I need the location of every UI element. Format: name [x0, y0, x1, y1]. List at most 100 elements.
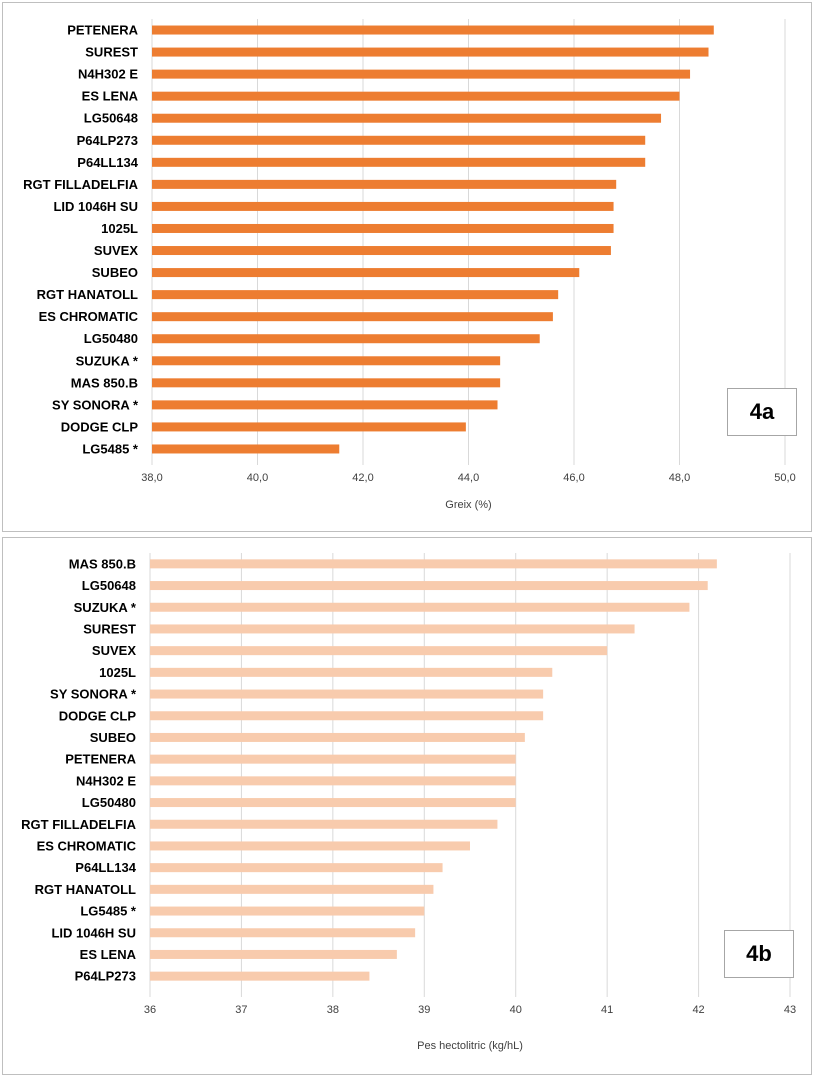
- chart-4b-category-label: SUREST: [83, 621, 136, 636]
- chart-4a-category-label: MAS 850.B: [71, 375, 138, 390]
- chart-4a-category-label: PETENERA: [67, 23, 138, 38]
- chart-4b-bar: [150, 581, 708, 591]
- chart-4b-category-label: RGT HANATOLL: [35, 882, 136, 897]
- chart-4b-category-label: SUZUKA *: [74, 600, 137, 615]
- chart-4b-bar: [150, 819, 498, 829]
- chart-4a-bar: [152, 422, 466, 432]
- chart-4b-bar: [150, 798, 516, 808]
- chart-4a-category-label: LG50648: [84, 111, 138, 126]
- chart-4b-category-label: LG50648: [82, 578, 136, 593]
- chart-4b-category-label: ES LENA: [80, 947, 137, 962]
- chart-4a-category-label: P64LL134: [77, 155, 138, 170]
- chart-4b-bar: [150, 841, 470, 851]
- chart-4a-badge: 4a: [727, 388, 797, 436]
- chart-4a-category-label: N4H302 E: [78, 67, 138, 82]
- chart-4b-x-axis-title: Pes hectolitric (kg/hL): [417, 1040, 523, 1052]
- chart-4a-category-label: SUREST: [85, 45, 138, 60]
- chart-4b-bar: [150, 949, 397, 959]
- chart-4b-bar: [150, 863, 443, 873]
- chart-4a-bar: [152, 91, 680, 101]
- chart-4b-category-label: LG50480: [82, 795, 136, 810]
- chart-4a-bar: [152, 378, 501, 388]
- chart-4a-category-label: RGT HANATOLL: [37, 287, 138, 302]
- chart-4a-category-label: SUBEO: [92, 265, 138, 280]
- chart-4b-bar: [150, 689, 544, 699]
- chart-4b-bar: [150, 624, 635, 634]
- chart-4a-bar: [152, 47, 709, 57]
- chart-panel-4a: PETENERA SUREST N4H302 E ES LENA LG50648 P64L…: [2, 2, 812, 532]
- chart-4b-category-label: P64LL134: [75, 860, 136, 875]
- chart-4b-tick-label: 40: [510, 1004, 522, 1016]
- chart-4b-tick-label: 37: [235, 1004, 247, 1016]
- chart-4b-tick-label: 41: [601, 1004, 613, 1016]
- chart-4b-category-label: SUBEO: [90, 730, 136, 745]
- chart-4b-category-label: LG5485 *: [80, 904, 137, 919]
- chart-4a-category-label: RGT FILLADELFIA: [23, 177, 138, 192]
- chart-4a-category-label: LG5485 *: [82, 441, 139, 456]
- chart-4b-category-label: MAS 850.B: [69, 556, 136, 571]
- chart-4a-bar: [152, 246, 611, 256]
- chart-4b-category-label: RGT FILLADELFIA: [21, 817, 136, 832]
- chart-4b-category-label: SUVEX: [92, 643, 136, 658]
- chart-4a-tick-label: 42,0: [352, 472, 373, 484]
- chart-4b-bar: [150, 971, 370, 981]
- chart-4b-bar: [150, 754, 516, 764]
- chart-4b-category-label: PETENERA: [65, 752, 136, 767]
- chart-4a-bar: [152, 113, 662, 123]
- chart-4a-category-label: SY SONORA *: [52, 397, 139, 412]
- chart-4a-category-label: P64LP273: [77, 133, 138, 148]
- chart-4a-bar: [152, 25, 714, 35]
- chart-4a-bar: [152, 223, 614, 233]
- chart-4a-tick-label: 48,0: [669, 472, 690, 484]
- chart-4a-category-label: 1025L: [101, 221, 138, 236]
- chart-4a-bar: [152, 312, 553, 322]
- chart-4b-bar: [150, 646, 608, 656]
- chart-4a-bar: [152, 290, 559, 300]
- chart-4b-tick-label: 43: [784, 1004, 796, 1016]
- chart-4b-category-label: ES CHROMATIC: [37, 838, 137, 853]
- chart-4b-tick-label: 42: [692, 1004, 704, 1016]
- chart-4b-category-label: 1025L: [99, 665, 136, 680]
- chart-4b-category-label: N4H302 E: [76, 773, 136, 788]
- chart-4a-tick-label: 50,0: [774, 472, 795, 484]
- chart-4b-bar: [150, 667, 553, 677]
- chart-4a-bar: [152, 135, 646, 145]
- chart-4a-bar: [152, 334, 540, 344]
- chart-4b-bar: [150, 776, 516, 786]
- chart-4a-category-label: SUVEX: [94, 243, 138, 258]
- chart-4a-tick-label: 46,0: [563, 472, 584, 484]
- chart-4a-tick-label: 38,0: [141, 472, 162, 484]
- chart-4b-category-label: LID 1046H SU: [51, 925, 136, 940]
- chart-4a-bar: [152, 69, 691, 79]
- chart-4b-category-label: DODGE CLP: [59, 708, 137, 723]
- chart-4b-tick-label: 36: [144, 1004, 156, 1016]
- chart-4a-bar: [152, 268, 580, 278]
- chart-4b-bar: [150, 602, 690, 612]
- chart-4a-category-label: SUZUKA *: [76, 353, 139, 368]
- chart-4a-bar: [152, 201, 614, 211]
- chart-4a-plot: PETENERA SUREST N4H302 E ES LENA LG50648 P64L…: [23, 19, 796, 511]
- chart-4b-plot: MAS 850.B LG50648 SUZUKA * SUREST SUVEX 1025L…: [21, 553, 796, 1052]
- chart-4a-x-axis-title: Greix (%): [445, 499, 491, 511]
- chart-4a-bar: [152, 157, 646, 167]
- chart-4b-category-label: P64LP273: [75, 969, 136, 984]
- chart-4b-bar: [150, 711, 544, 721]
- chart-4a-tick-label: 40,0: [247, 472, 268, 484]
- chart-4a-category-label: LG50480: [84, 331, 138, 346]
- chart-4a-category-label: ES LENA: [82, 89, 139, 104]
- chart-4a-bar: [152, 356, 501, 366]
- chart-4b-tick-label: 39: [418, 1004, 430, 1016]
- chart-4a-bar: [152, 179, 617, 189]
- chart-4b-tick-label: 38: [327, 1004, 339, 1016]
- chart-4a-bar: [152, 444, 340, 454]
- chart-4a-bar: [152, 400, 498, 410]
- chart-4b-bar: [150, 559, 717, 569]
- chart-4b-bar: [150, 906, 425, 916]
- chart-4a-tick-label: 44,0: [458, 472, 479, 484]
- chart-4a-category-label: DODGE CLP: [61, 419, 139, 434]
- chart-panel-4b: MAS 850.B LG50648 SUZUKA * SUREST SUVEX 1025L…: [2, 537, 812, 1075]
- chart-4b-badge: 4b: [724, 930, 794, 978]
- chart-4b-bar: [150, 732, 525, 742]
- chart-4b-category-label: SY SONORA *: [50, 687, 137, 702]
- chart-4b-bar: [150, 884, 434, 894]
